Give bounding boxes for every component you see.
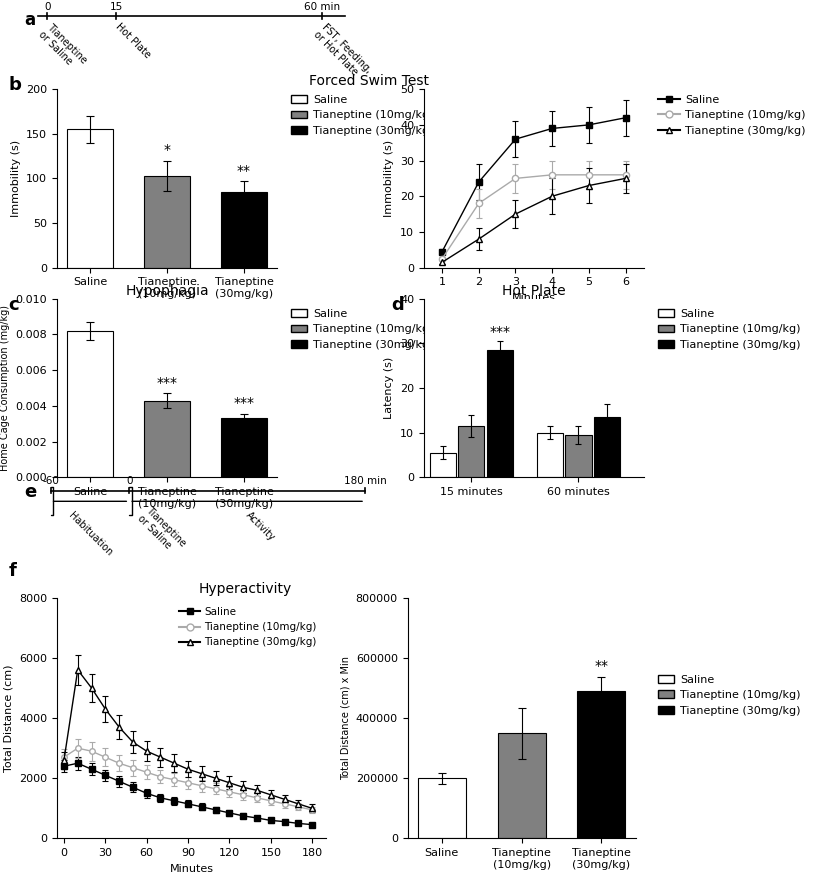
Text: Hot Plate: Hot Plate [113,21,152,61]
Legend: Saline, Tianeptine (10mg/kg), Tianeptine (30mg/kg): Saline, Tianeptine (10mg/kg), Tianeptine… [658,674,800,715]
X-axis label: Minutes: Minutes [170,863,214,874]
Bar [144,401,190,477]
Bar [537,433,563,477]
Legend: Saline, Tianeptine (10mg/kg), Tianeptine (30mg/kg): Saline, Tianeptine (10mg/kg), Tianeptine… [291,95,434,136]
Bar [418,778,465,838]
Text: b: b [8,76,21,94]
Text: 180 min: 180 min [344,476,386,486]
Title: Hyperactivity: Hyperactivity [199,582,292,597]
X-axis label: Minutes: Minutes [512,293,556,303]
Text: FST, Feeding,
or Hot Plate: FST, Feeding, or Hot Plate [312,21,373,83]
Text: c: c [8,296,19,314]
Text: ***: *** [490,325,510,339]
Title: Hot Plate: Hot Plate [502,284,566,298]
Text: -60: -60 [42,476,59,486]
Bar [430,452,456,477]
Text: Tianeptine
or Saline: Tianeptine or Saline [37,21,89,73]
Bar [458,425,484,477]
Text: Tianeptine
or Saline: Tianeptine or Saline [136,505,187,557]
Text: 0: 0 [126,476,133,486]
Text: 15: 15 [109,2,123,12]
Y-axis label: Immobility (s): Immobility (s) [11,140,20,217]
Bar [498,733,545,838]
Text: f: f [8,562,16,580]
Bar [67,331,113,477]
Y-axis label: Immobility (s): Immobility (s) [385,140,394,217]
Y-axis label: Total Distance (cm) x Min: Total Distance (cm) x Min [340,656,350,780]
Text: d: d [391,296,404,314]
Bar [144,176,190,268]
Legend: Saline, Tianeptine (10mg/kg), Tianeptine (30mg/kg): Saline, Tianeptine (10mg/kg), Tianeptine… [175,603,321,651]
Y-axis label: Total Distance (cm): Total Distance (cm) [3,665,14,772]
Text: 0: 0 [44,2,51,12]
Text: Habituation: Habituation [66,510,114,558]
Bar [67,129,113,268]
Y-axis label: Home Cage Consumption (mg/kg): Home Cage Consumption (mg/kg) [0,305,10,471]
Text: *: * [164,143,170,157]
Text: 60 min: 60 min [304,2,341,12]
Bar [487,350,513,477]
Text: ***: *** [156,376,178,390]
Text: a: a [24,11,36,29]
Bar [221,192,267,268]
Bar [594,417,620,477]
Bar [221,418,267,477]
Text: e: e [24,483,37,501]
Text: Activity: Activity [244,510,277,543]
Legend: Saline, Tianeptine (10mg/kg), Tianeptine (30mg/kg): Saline, Tianeptine (10mg/kg), Tianeptine… [291,309,434,350]
Text: **: ** [594,659,608,673]
Text: **: ** [237,163,251,178]
Title: Hypophagia: Hypophagia [126,284,209,298]
Y-axis label: Latency (s): Latency (s) [385,357,394,419]
Bar [566,434,592,477]
Title: Forced Swim Test: Forced Swim Test [309,74,429,88]
Legend: Saline, Tianeptine (10mg/kg), Tianeptine (30mg/kg): Saline, Tianeptine (10mg/kg), Tianeptine… [658,309,800,350]
Text: ***: *** [234,396,254,410]
Bar [578,691,625,838]
Legend: Saline, Tianeptine (10mg/kg), Tianeptine (30mg/kg): Saline, Tianeptine (10mg/kg), Tianeptine… [658,95,806,136]
